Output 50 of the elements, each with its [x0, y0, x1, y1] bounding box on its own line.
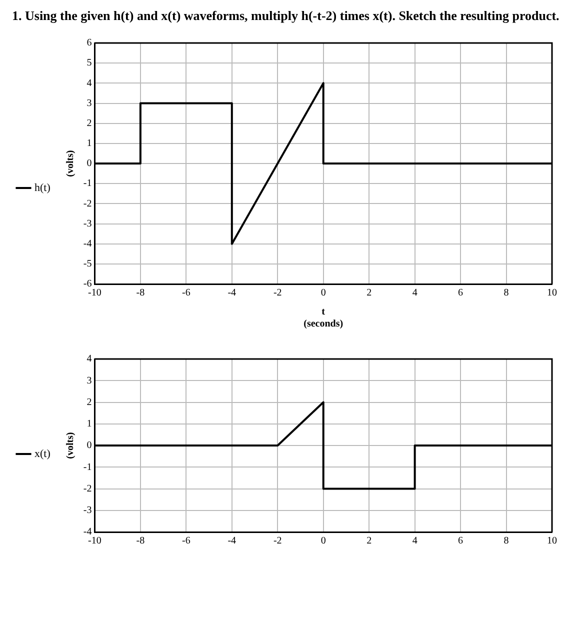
x-tick-label: 2 — [366, 288, 372, 299]
x-tick-label: -8 — [136, 536, 145, 547]
x-tick-label: -4 — [228, 288, 236, 299]
y-tick-label: 5 — [86, 58, 92, 69]
y-tick-label: -3 — [83, 505, 92, 516]
y-tick-label: 4 — [86, 354, 92, 365]
y-tick-label: 0 — [86, 440, 92, 452]
y-tick-label: 4 — [86, 78, 92, 89]
y-tick-label: -6 — [83, 278, 92, 290]
y-tick-label: 3 — [86, 375, 92, 386]
x-tick-label: 2 — [366, 536, 372, 547]
x-tick-label: -6 — [182, 536, 190, 547]
y-tick-label: -5 — [83, 258, 92, 270]
y-tick-label: -2 — [83, 198, 92, 210]
y-tick-label: -4 — [83, 238, 92, 250]
y-axis-title: (volts) — [64, 150, 76, 177]
x-tick-label: 10 — [547, 288, 557, 299]
x-tick-label: -2 — [273, 288, 282, 299]
x-tick-label: 8 — [504, 536, 509, 547]
x-tick-label: 10 — [547, 536, 557, 547]
y-tick-label: -3 — [83, 218, 92, 230]
x-axis-title: t (seconds) — [304, 306, 344, 330]
chart-title: 1. Using the given h(t) and x(t) waveforms, multiply h(-t-2) times x(t). Sketch the resulting product. — [11, 8, 560, 25]
y-tick-label: -2 — [83, 483, 92, 494]
y-tick-label: -1 — [83, 462, 92, 473]
y-tick-label: 2 — [86, 396, 92, 408]
y-axis-title: (volts) — [64, 432, 76, 459]
x-tick-label: -10 — [88, 288, 102, 299]
x-tick-label: 0 — [320, 288, 326, 299]
x-tick-label: -8 — [136, 288, 145, 299]
y-tick-label: 1 — [86, 418, 92, 430]
x-tick-label: -6 — [182, 288, 190, 299]
x-tick-label: 8 — [504, 288, 509, 299]
x-tick-label: -2 — [273, 536, 282, 547]
legend-label: x(t) — [34, 448, 51, 460]
x-tick-label: 0 — [320, 536, 326, 547]
x-tick-label: 6 — [458, 536, 464, 547]
x-tick-label: 4 — [412, 288, 418, 299]
y-tick-label: 6 — [86, 38, 92, 49]
y-tick-label: 2 — [86, 118, 92, 129]
x-tick-label: -4 — [228, 536, 236, 547]
y-tick-label: 0 — [86, 158, 92, 170]
y-tick-label: 3 — [86, 98, 92, 109]
y-tick-label: 1 — [86, 138, 92, 150]
x-tick-label: 4 — [412, 536, 418, 547]
legend-label: h(t) — [34, 182, 51, 194]
x-tick-label: -10 — [88, 536, 102, 547]
x-tick-label: 6 — [458, 288, 464, 299]
y-tick-label: -4 — [83, 526, 92, 538]
y-tick-label: -1 — [83, 178, 92, 190]
